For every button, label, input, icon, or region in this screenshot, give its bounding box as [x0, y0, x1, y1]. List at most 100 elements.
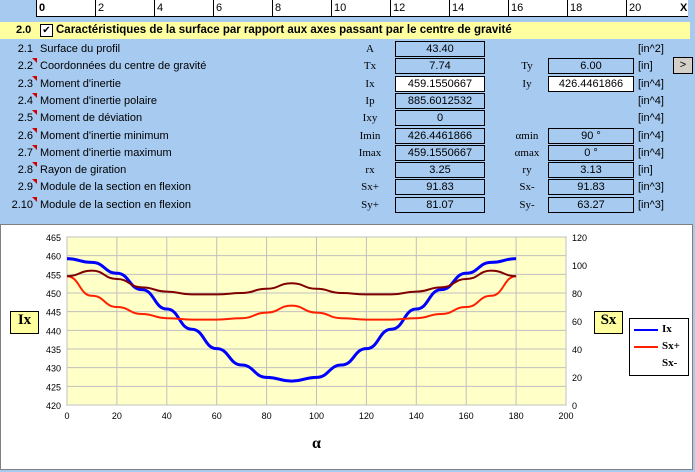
section-header: 2.0 ✔ Caractéristiques de la surface par…	[0, 22, 690, 39]
series-line-sx	[66, 275, 517, 321]
ruler-tick	[390, 0, 391, 16]
row-number: 2.6	[17, 129, 33, 142]
x-tick-label: 40	[162, 411, 172, 421]
row-label: Surface du profil	[40, 43, 121, 55]
row-symbol: Ip	[365, 94, 375, 107]
x-tick-label: 120	[359, 411, 374, 421]
row-symbol: Ixy	[362, 112, 378, 125]
y-right-tick-label: 100	[572, 261, 587, 271]
row-symbol: Sy+	[361, 198, 379, 211]
value-cell[interactable]: 459.1550667	[395, 144, 485, 161]
property-row: 2.6 Moment d'inertie minimum Imin 426.44618…	[0, 127, 695, 145]
value-cell-2[interactable]: 3.13	[548, 162, 634, 179]
comment-indicator-icon	[32, 110, 37, 116]
y-right-tick-label: 0	[572, 401, 577, 411]
x-tick-label: 180	[509, 411, 524, 421]
ruler-tick-label: 8	[275, 2, 282, 14]
x-tick-label: 140	[409, 411, 424, 421]
row-unit: [in^4]	[638, 94, 664, 107]
row-number: 2.2	[17, 60, 33, 73]
value-cell[interactable]: 459.1550667	[395, 75, 485, 92]
legend-swatch	[634, 346, 658, 348]
row-unit: [in^4]	[638, 112, 664, 125]
y-left-tick-label: 435	[46, 345, 61, 355]
legend-item: Ix	[630, 323, 690, 337]
row-symbol-2: Iy	[522, 77, 532, 90]
y-left-tick-label: 465	[46, 233, 61, 243]
chart-legend: Ix Sx+ Sx-	[629, 318, 689, 376]
value-cell[interactable]: 81.07	[395, 196, 485, 213]
x-axis-label: α	[312, 435, 321, 452]
value-cell-2[interactable]: 91.83	[548, 179, 634, 196]
row-label: Module de la section en flexion	[40, 198, 192, 211]
comment-indicator-icon	[32, 58, 37, 64]
legend-label: Ix	[662, 323, 672, 335]
inertia-chart: 420 425 430 435 440 445 450 455 460 465 0 20 40 60 80 1…	[46, 233, 587, 452]
legend-swatch	[634, 329, 658, 331]
ruler-tick-label: 0	[39, 2, 46, 14]
y-left-tick-label: 425	[46, 382, 61, 392]
x-tick-label: 60	[212, 411, 222, 421]
chart-area: 420 425 430 435 440 445 450 455 460 465 0 20 40 60 80 1…	[0, 224, 693, 470]
value-cell[interactable]: 426.4461866	[395, 127, 485, 144]
row-symbol-2: Sx-	[519, 181, 535, 194]
property-row: 2.5 Moment de déviation Ixy 0 [in^4]	[0, 110, 695, 127]
value-cell[interactable]: 885.6012532	[395, 92, 485, 109]
row-symbol: Sx+	[361, 181, 379, 194]
y-right-tick-label: 60	[572, 317, 582, 327]
section-checkbox[interactable]: ✔	[40, 24, 53, 37]
ruler-tick	[331, 0, 332, 16]
value-cell-2[interactable]: 63.27	[548, 196, 634, 213]
row-symbol: Ix	[365, 77, 375, 90]
x-tick-label: 0	[64, 411, 69, 421]
legend-label: Sx-	[662, 357, 678, 369]
y-right-tick-label: 40	[572, 345, 582, 355]
ruler-tick	[272, 0, 273, 16]
y-left-tick-label: 420	[46, 401, 61, 411]
ruler-tick-label: 10	[334, 2, 347, 14]
y-left-tick-label: 445	[46, 308, 61, 318]
value-cell[interactable]: 3.25	[395, 162, 485, 179]
row-label: Moment d'inertie polaire	[40, 94, 158, 107]
comment-indicator-icon	[32, 162, 37, 168]
ruler-scale: 0 2 4 6 8 10 12 14 16 18 20	[36, 0, 688, 17]
ruler-tick	[213, 0, 214, 16]
row-symbol-2: ry	[522, 164, 532, 177]
row-number: 2.4	[17, 94, 33, 107]
value-cell[interactable]: 0	[395, 110, 485, 127]
value-cell[interactable]: 43.40	[395, 41, 485, 57]
next-button[interactable]: >	[673, 57, 693, 74]
comment-indicator-icon	[32, 92, 37, 98]
value-cell[interactable]: 7.74	[395, 58, 485, 75]
value-cell[interactable]: 91.83	[395, 179, 485, 196]
row-unit: [in^3]	[638, 181, 664, 194]
y-left-tick-label: 460	[46, 252, 61, 262]
row-number: 2.10	[11, 198, 33, 211]
row-label: Moment de déviation	[40, 112, 143, 125]
x-tick-label: 20	[112, 411, 122, 421]
property-row: 2.9 Module de la section en flexion Sx+ 91.…	[0, 179, 695, 196]
value-cell-2[interactable]: 0 °	[548, 144, 634, 161]
ruler-tick-label: 4	[157, 2, 164, 14]
value-cell-2[interactable]: 6.00	[548, 58, 634, 75]
y-left-tick-label: 455	[46, 270, 61, 280]
comment-indicator-icon	[32, 144, 37, 150]
row-symbol: A	[366, 43, 374, 55]
property-row: 2.2 Coordonnées du centre de gravité Tx 7.7…	[0, 58, 695, 75]
row-symbol: rx	[365, 164, 375, 177]
section-title: Caractéristiques de la surface par rappo…	[56, 24, 512, 36]
row-number: 2.5	[17, 112, 33, 125]
legend-label: Sx+	[662, 340, 680, 352]
ruler-tick-label: 2	[98, 2, 105, 14]
row-symbol-2: Ty	[521, 60, 533, 73]
value-cell-2[interactable]: 426.4461866	[548, 75, 634, 92]
legend-item: Sx+	[630, 340, 690, 354]
row-unit: [in^4]	[638, 129, 664, 142]
value-cell-2[interactable]: 90 °	[548, 127, 634, 144]
row-number: 2.9	[17, 181, 33, 194]
row-number: 2.3	[17, 77, 33, 90]
property-row: 2.4 Moment d'inertie polaire Ip 885.6012532…	[0, 92, 695, 110]
row-label: Moment d'inertie maximum	[40, 146, 172, 159]
x-tick-label: 160	[459, 411, 474, 421]
row-unit: [in^2]	[638, 43, 664, 55]
